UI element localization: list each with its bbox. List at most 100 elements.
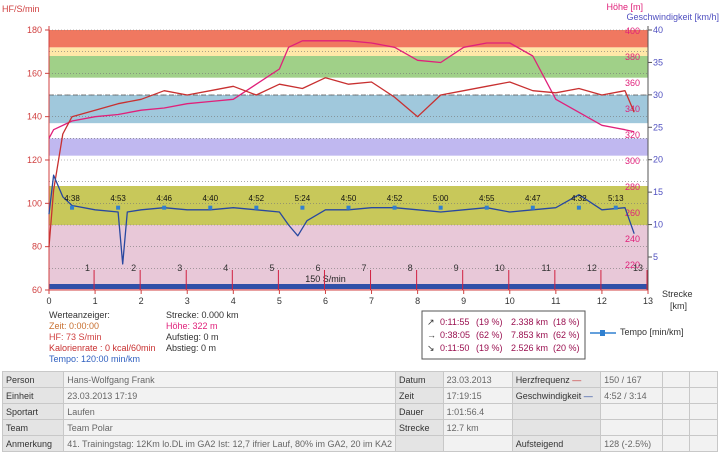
gradient-time: 0:11:55 (440, 317, 469, 327)
lap-time-label: 5:13 (608, 194, 624, 203)
table-row: Anmerkung 41. Trainingstag: 12Km lo.DL im… (1, 435, 718, 452)
value-cell: Laufen (63, 403, 397, 420)
training-info-table: Person Hans-Wolfgang Frank Datum 23.03.2013… (1, 371, 718, 452)
altitude-tick-label: 260 (625, 208, 640, 218)
lap-time-label: 4:38 (64, 194, 80, 203)
key-cell (395, 435, 444, 452)
value-cell: 17:19:15 (442, 387, 513, 404)
zone-band (49, 77, 648, 95)
series-lines (48, 40, 635, 265)
hr-tick-label: 180 (27, 25, 42, 35)
value-cell: 4:52 / 3:14 (600, 387, 663, 404)
gradient-time: 0:11:50 (440, 343, 469, 353)
value-cell: Team Polar (63, 419, 397, 436)
zone-band (49, 56, 648, 78)
x-tick-label: 0 (46, 296, 51, 306)
altitude-tick-label: 380 (625, 52, 640, 62)
lap-time-label: 4:55 (479, 194, 495, 203)
value-cell: 41. Trainingstag: 12Km lo.DL im GA2 Ist:… (63, 435, 397, 452)
key-cell: Dauer (395, 403, 444, 420)
value-cell: 23.03.2013 (442, 371, 513, 388)
tempo-legend: Tempo [min/km] (590, 327, 720, 339)
lap-time-point (438, 205, 443, 210)
gradient-time: 0:38:05 (440, 330, 470, 340)
lap-time-point (576, 205, 581, 210)
gradient-distance-pct: (20 %) (553, 343, 580, 353)
lap-number: 6 (315, 263, 320, 273)
table-row: Einheit 23.03.2013 17:19 Zeit 17:19:15 Gesch… (1, 387, 718, 404)
lap-time-label: 4:52 (387, 194, 403, 203)
lap-number: 4 (223, 263, 228, 273)
key-cell: Sportart (1, 403, 65, 420)
x-tick-label: 2 (139, 296, 144, 306)
hr-tick-label: 100 (27, 198, 42, 208)
values-kalorien: Kalorienrate : 0 kcal/60min (49, 343, 156, 353)
empty-cell (661, 387, 691, 404)
gradient-time-pct: (62 %) (476, 330, 503, 340)
lap-time-point (346, 205, 351, 210)
lap-number: 5 (269, 263, 274, 273)
grid-lines: 150 S/min (48, 26, 649, 291)
speed-tick-label: 40 (653, 25, 663, 35)
lap-number: 13 (633, 263, 643, 273)
lap-time-label: 5:00 (433, 194, 449, 203)
hr-tick-label: 80 (32, 242, 42, 252)
gradient-time-pct: (19 %) (476, 317, 503, 327)
value-cell: 1:01:56.4 (442, 403, 513, 420)
values-tempo: Tempo: 120:00 min/km (49, 354, 141, 364)
distance-axis-ticks: 0 1 2 3 4 5 6 7 8 9 10 11 12 13 (46, 290, 653, 306)
empty-cell (661, 419, 691, 436)
heart-rate-zones (49, 30, 648, 290)
speed-axis-ticks: 5 10 15 20 25 30 35 40 (648, 25, 663, 262)
tempo-legend-swatch (590, 330, 616, 336)
table-row: Person Hans-Wolfgang Frank Datum 23.03.2013… (1, 371, 718, 388)
x-tick-label: 7 (369, 296, 374, 306)
x-tick-label: 13 (643, 296, 653, 306)
gradient-box: ↗ 0:11:55 (19 %) 2.338 km (18 %) → 0:38:05 (62 … (427, 317, 580, 353)
values-hoehe: Höhe: 322 m (166, 321, 218, 331)
key-cell: Person (1, 371, 65, 388)
values-title: Werteanzeiger: (49, 310, 110, 320)
value-cell: Hans-Wolfgang Frank (63, 371, 397, 388)
lap-number: 3 (177, 263, 182, 273)
lap-time-label: 5:24 (295, 194, 311, 203)
value-cell (600, 403, 663, 420)
value-cell: 12.7 km (442, 419, 513, 436)
hr-tick-label: 160 (27, 68, 42, 78)
key-cell (511, 419, 602, 436)
value-cell: 128 (-2.5%) (600, 435, 663, 452)
lap-number: 2 (131, 263, 136, 273)
speed-axis-title: Geschwindigkeit [km/h] (626, 12, 719, 22)
lap-number: 10 (495, 263, 505, 273)
lap-number: 11 (542, 263, 551, 273)
key-cell: Geschwindigkeit — (511, 387, 602, 404)
key-cell: Anmerkung (1, 435, 65, 452)
x-tick-label: 6 (323, 296, 328, 306)
value-cell: 150 / 167 (600, 371, 663, 388)
lap-time-point (254, 205, 259, 210)
lap-time-point (70, 205, 75, 210)
key-cell: Strecke (395, 419, 444, 436)
values-hf: HF: 73 S/min (49, 332, 102, 342)
gradient-distance: 7.853 km (511, 330, 548, 340)
speed-tick-label: 10 (653, 220, 663, 230)
lap-time-label: 4:32 (571, 194, 587, 203)
axis-titles: HF/S/min Höhe [m]Geschwindigkeit [km/h] St… (2, 2, 719, 311)
x-tick-label: 3 (185, 296, 190, 306)
x-tick-label: 1 (93, 296, 98, 306)
values-zeit: Zeit: 0:00:00 (49, 321, 100, 331)
lap-time-point (613, 205, 618, 210)
empty-cell (689, 387, 718, 404)
gradient-distance: 2.338 km (511, 317, 548, 327)
table-row: Sportart Laufen Dauer 1:01:56.4 (1, 403, 718, 420)
value-cell (600, 419, 663, 436)
lap-time-point (208, 205, 213, 210)
lap-number: 9 (454, 263, 459, 273)
tempo-legend-label: Tempo [min/km] (620, 327, 684, 337)
x-tick-label: 10 (505, 296, 515, 306)
zone-band (49, 123, 648, 139)
lap-time-label: 4:40 (202, 194, 218, 203)
value-cell (442, 435, 513, 452)
altitude-tick-label: 220 (625, 260, 640, 270)
zone-band (49, 155, 648, 186)
